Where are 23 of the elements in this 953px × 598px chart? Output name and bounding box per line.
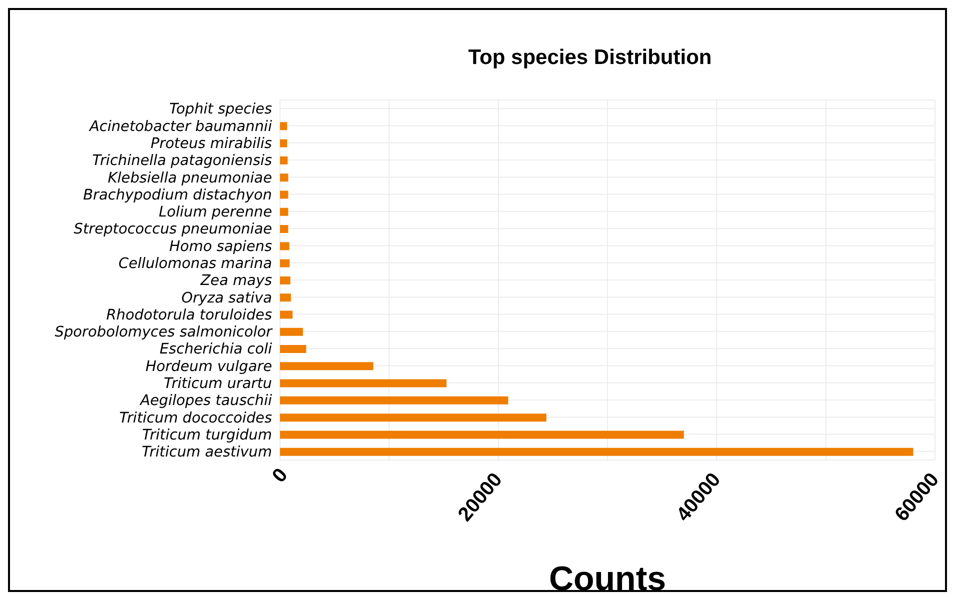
y-tick-label: Rhodotorula toruloides — [106, 307, 272, 324]
y-tick-label: Sporobolomyces salmonicolor — [54, 324, 274, 341]
y-tick-label: Brachypodium distachyon — [83, 187, 272, 204]
y-tick-label: Cellulomonas marina — [118, 256, 272, 272]
y-tick-label: Triticum urartu — [164, 376, 272, 392]
y-tick-label: Triticum dococcoides — [119, 410, 272, 426]
y-tick-label: Trichinella patagoniensis — [92, 153, 272, 170]
y-tick-label: Zea mays — [200, 273, 272, 290]
y-tick-label: Hordeum vulgare — [145, 358, 272, 375]
y-tick-label: Acinetobacter baumannii — [88, 118, 272, 135]
y-tick-label: Aegilopes tauschii — [139, 393, 272, 410]
y-tick-label: Klebsiella pneumoniae — [108, 170, 272, 186]
y-tick-label: Streptococcus pneumoniae — [74, 222, 272, 238]
y-tick-label: Homo sapiens — [169, 238, 272, 255]
chart-title: Top species Distribution — [467, 46, 713, 70]
y-tick-label: Triticum aestivum — [142, 444, 272, 461]
y-tick-label: Lolium perenne — [158, 204, 272, 221]
y-tick-label: Proteus mirabilis — [150, 136, 272, 152]
y-tick-label: Escherichia coli — [160, 342, 272, 358]
y-tick-label: Triticum turgidum — [142, 427, 272, 444]
y-tick-label: Tophit species — [169, 102, 272, 118]
x-tick-label: 0 — [268, 464, 292, 487]
y-tick-label: Oryza sativa — [181, 290, 272, 306]
